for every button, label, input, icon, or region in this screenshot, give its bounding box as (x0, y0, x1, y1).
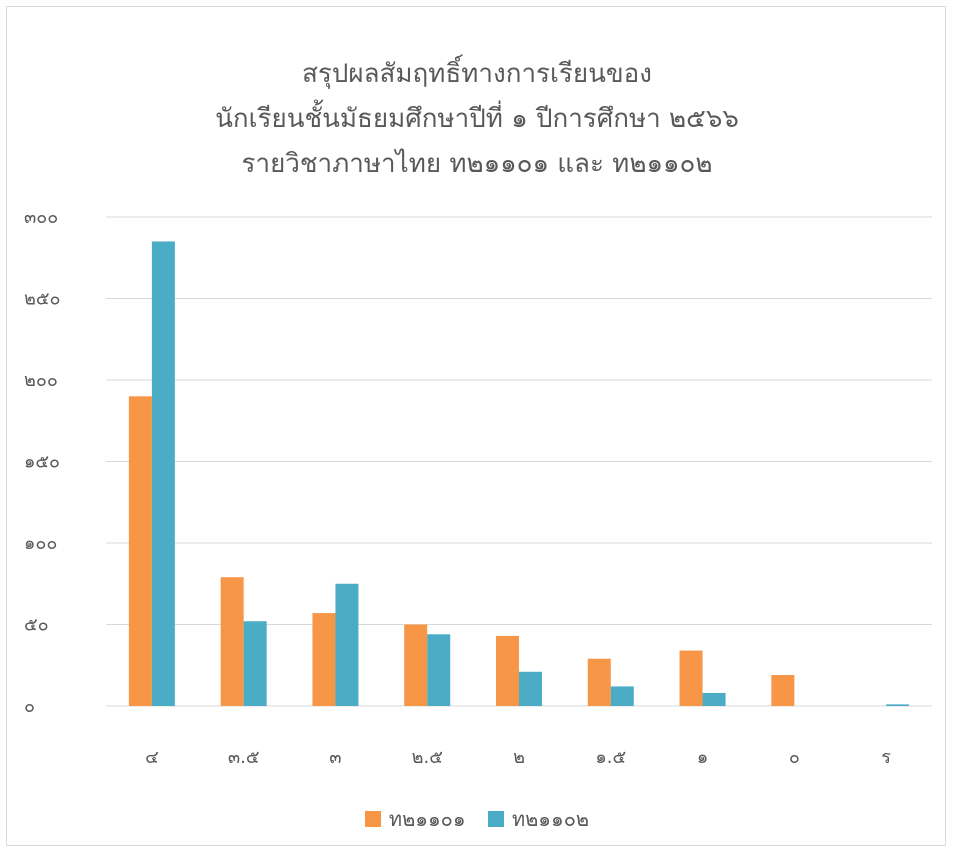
bar-series-2-5 (610, 686, 634, 706)
legend-swatch-series-2 (487, 811, 504, 827)
y-tick-label-50: ๕๐ (24, 615, 49, 636)
bar-series-1-0 (128, 396, 152, 706)
x-tick-label-7: ๐ (789, 747, 800, 768)
chart-legend: ท๒๑๑๐๑ ท๒๑๑๐๒ (0, 803, 954, 835)
x-tick-label-2: ๓ (329, 747, 341, 768)
bar-series-2-6 (702, 692, 726, 706)
bar-series-2-0 (151, 241, 175, 706)
bar-series-1-7 (771, 675, 795, 706)
bar-series-2-8 (886, 704, 910, 706)
legend-label-series-1: ท๒๑๑๐๑ (388, 807, 466, 831)
x-tick-label-4: ๒ (513, 747, 525, 768)
chart-title: สรุปผลสัมฤทธิ์ทางการเรียนของ นักเรียนชั้… (0, 52, 954, 187)
y-tick-label-300: ๓๐๐ (24, 207, 58, 228)
bar-series-1-6 (679, 650, 703, 706)
y-tick-label-150: ๑๕๐ (24, 452, 60, 473)
bar-series-2-2 (335, 583, 359, 706)
bar-series-1-3 (404, 624, 428, 706)
bar-series-1-1 (220, 577, 244, 706)
y-tick-label-0: ๐ (24, 696, 35, 717)
x-tick-label-1: ๓.๕ (228, 747, 260, 768)
chart-title-line-1: สรุปผลสัมฤทธิ์ทางการเรียนของ (302, 59, 652, 89)
legend-item-series-2: ท๒๑๑๐๒ (487, 803, 590, 835)
bar-series-2-3 (427, 634, 451, 706)
legend-item-series-1: ท๒๑๑๐๑ (364, 803, 466, 835)
bar-series-2-4 (519, 671, 542, 706)
bar-series-1-2 (312, 613, 336, 706)
x-tick-label-3: ๒.๕ (412, 747, 443, 768)
chart-title-line-2: นักเรียนชั้นมัธยมศึกษาปีที่ ๑ ปีการศึกษา… (215, 104, 739, 134)
bar-series-1-5 (587, 658, 611, 706)
y-tick-label-100: ๑๐๐ (24, 533, 57, 554)
x-tick-label-0: ๔ (145, 747, 159, 768)
legend-label-series-2: ท๒๑๑๐๒ (511, 807, 590, 831)
legend-swatch-series-1 (364, 811, 381, 827)
x-tick-label-6: ๑ (697, 747, 708, 768)
bar-series-2-1 (243, 621, 267, 706)
x-tick-label-5: ๑.๕ (595, 747, 626, 768)
bar-series-1-4 (496, 635, 519, 706)
y-tick-label-200: ๒๐๐ (24, 370, 58, 391)
y-tick-label-250: ๒๕๐ (24, 289, 60, 310)
x-tick-label-8: ร (881, 747, 891, 768)
chart-title-line-3: รายวิชาภาษาไทย ท๒๑๑๐๑ และ ท๒๑๑๐๒ (241, 149, 713, 179)
